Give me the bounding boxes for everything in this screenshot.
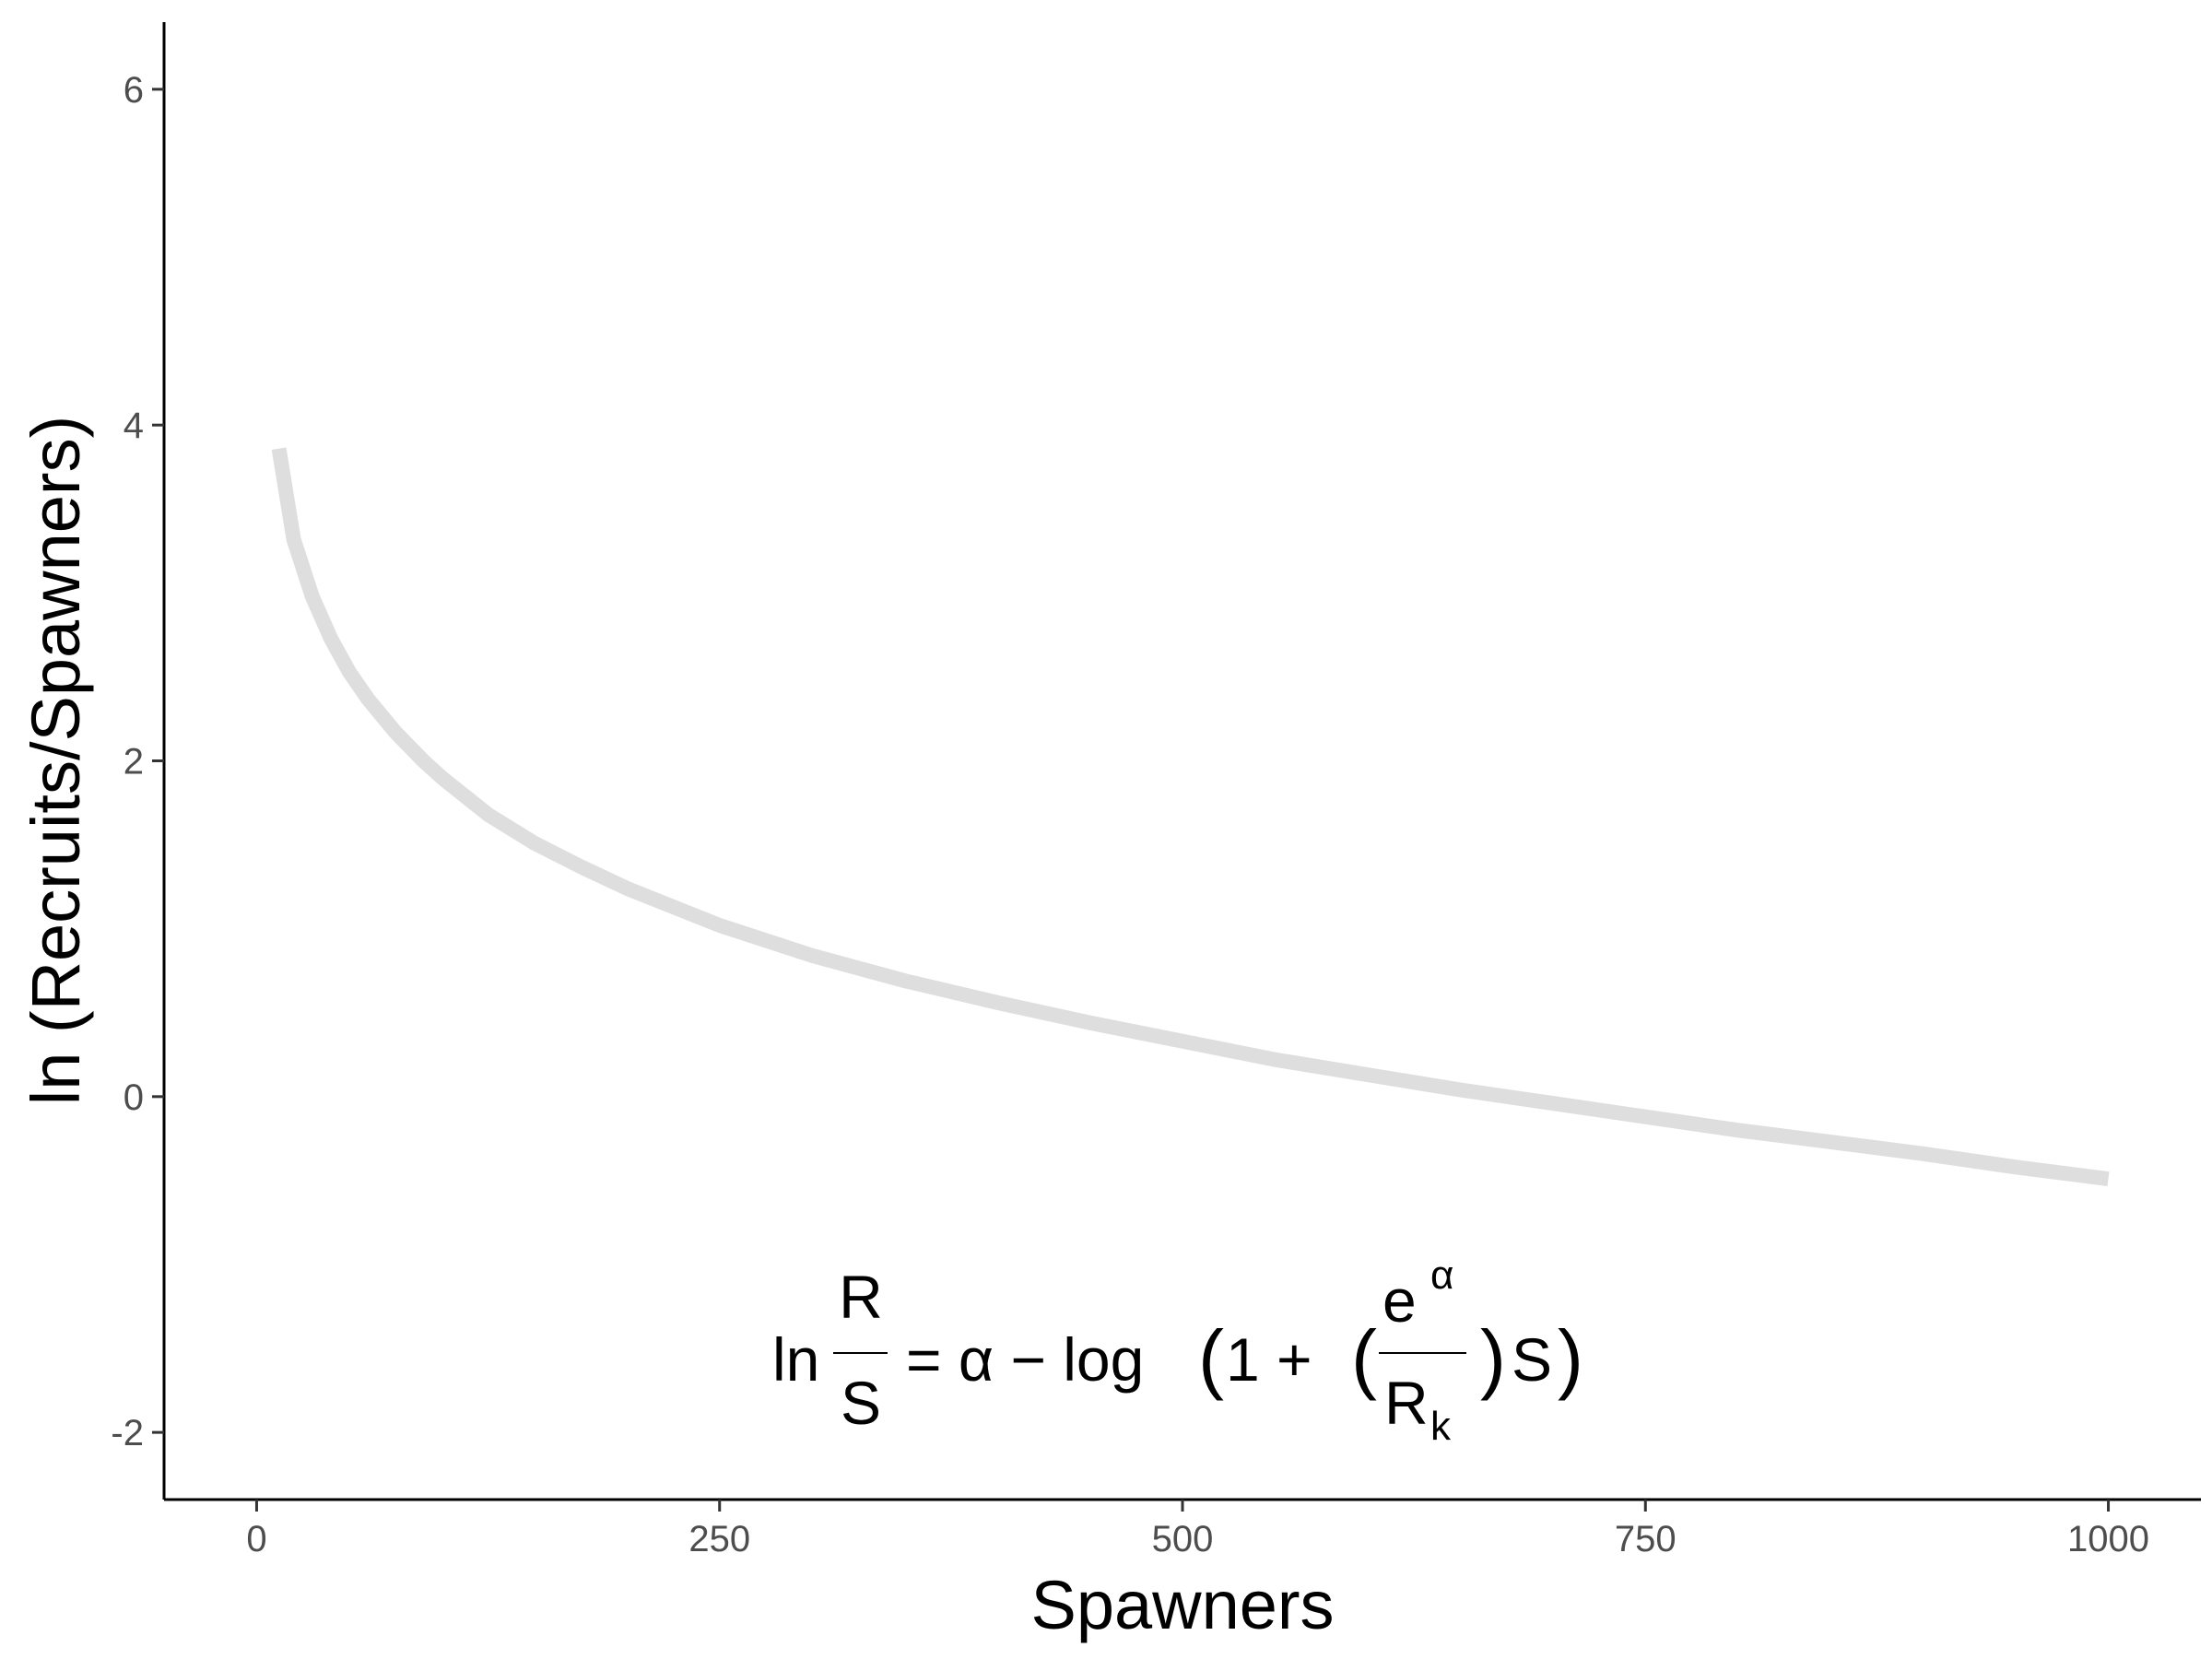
equation-e: e (1382, 1266, 1417, 1335)
equation-open-paren: ( (1198, 1314, 1224, 1401)
equation-k-subscript: k (1430, 1404, 1452, 1449)
x-tick-label: 250 (688, 1519, 750, 1559)
x-axis-title: Spawners (1030, 1567, 1334, 1643)
plot-area (271, 447, 2110, 1187)
equation-rhs: = α − log (906, 1325, 1144, 1394)
y-tick-label: 6 (124, 70, 144, 111)
series-line (271, 447, 2110, 1187)
y-axis-title: ln (Recruits/Spawners) (18, 416, 94, 1105)
equation-annotation: ln R S = α − log ( 1 + ( e α R k ) S ) (772, 1253, 1583, 1449)
y-tick-label: 4 (124, 406, 144, 446)
x-tick-label: 750 (1615, 1519, 1677, 1559)
x-ticks: 0 250 500 750 1000 (246, 1500, 2149, 1559)
y-tick-label: -2 (111, 1413, 144, 1453)
equation-inner-close: ) (1480, 1314, 1506, 1401)
equation-one-plus: 1 + (1226, 1325, 1312, 1394)
x-tick-label: 1000 (2067, 1519, 2149, 1559)
equation-rk: R (1384, 1369, 1429, 1437)
y-tick-label: 2 (124, 742, 144, 782)
equation-inner-open: ( (1351, 1314, 1377, 1401)
equation-alpha-superscript: α (1430, 1253, 1453, 1298)
equation-s: S (841, 1369, 881, 1437)
equation-close-paren: ) (1558, 1314, 1583, 1401)
y-tick-label: 0 (124, 1077, 144, 1118)
x-tick-label: 500 (1152, 1519, 1214, 1559)
y-ticks: -2 0 2 4 6 (111, 70, 164, 1453)
equation-r: R (839, 1263, 883, 1331)
equation-ln: ln (772, 1325, 819, 1394)
x-tick-label: 0 (246, 1519, 266, 1559)
equation-s-multiplier: S (1512, 1325, 1552, 1394)
